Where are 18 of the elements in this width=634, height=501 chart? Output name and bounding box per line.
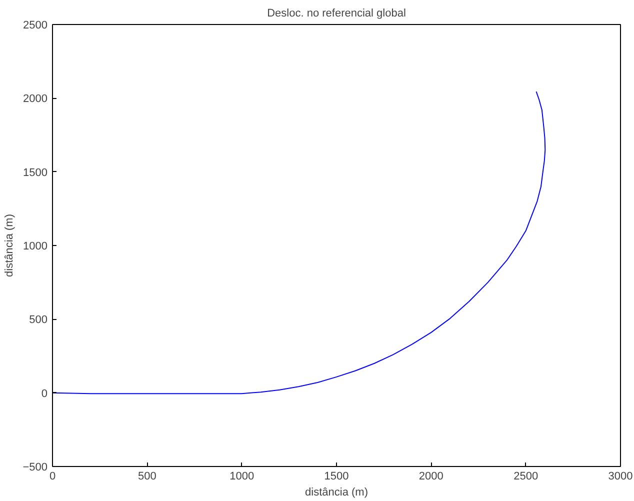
x-tick-label: 3000 bbox=[608, 470, 633, 482]
x-tick-label: 2000 bbox=[418, 470, 444, 482]
y-tick-label: 0 bbox=[41, 388, 48, 400]
x-tick-label: 1500 bbox=[324, 470, 349, 482]
y-tick-label: 1500 bbox=[23, 166, 48, 179]
x-tick-label: 500 bbox=[138, 470, 156, 482]
y-tick-label: 2000 bbox=[23, 93, 48, 106]
chart-title: Desloc. no referencial global bbox=[267, 8, 406, 20]
y-tick-label: 2500 bbox=[23, 20, 48, 32]
y-tick-label: −500 bbox=[22, 462, 48, 474]
y-tick-label: 500 bbox=[29, 314, 48, 326]
x-tick-label: 1000 bbox=[230, 470, 254, 482]
line-series bbox=[52, 91, 546, 394]
x-tick-label: 0 bbox=[49, 470, 56, 482]
y-tick-label: 1000 bbox=[23, 240, 48, 252]
x-axis-title: distância (m) bbox=[305, 486, 368, 498]
y-axis-title: distância (m) bbox=[4, 214, 16, 277]
x-tick-label: 2500 bbox=[514, 470, 538, 482]
